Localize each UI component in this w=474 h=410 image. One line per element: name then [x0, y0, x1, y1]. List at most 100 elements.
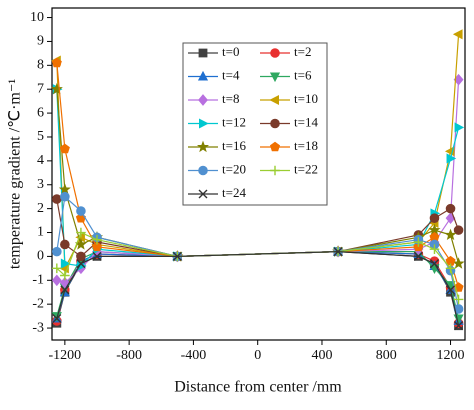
- marker: [76, 259, 86, 269]
- marker: [52, 246, 62, 257]
- legend-item: t=20: [188, 161, 246, 176]
- marker: [453, 304, 464, 314]
- marker: [452, 257, 465, 269]
- marker: [333, 247, 343, 257]
- legend-label: t=20: [222, 161, 246, 176]
- legend-item: t=10: [260, 91, 318, 106]
- marker: [270, 165, 280, 176]
- legend-item: t=24: [188, 185, 246, 200]
- marker: [198, 94, 208, 106]
- series-line: [56, 251, 460, 326]
- marker: [413, 237, 424, 247]
- marker: [76, 206, 86, 216]
- legend-label: t=6: [294, 67, 312, 82]
- marker: [454, 122, 465, 133]
- y-tick-label: -2: [32, 296, 44, 311]
- legend-item: t=12: [188, 114, 246, 129]
- marker: [196, 140, 210, 153]
- marker: [198, 165, 208, 176]
- legend-item: t=18: [260, 138, 318, 153]
- marker: [429, 213, 440, 223]
- x-tick-label: 800: [376, 348, 397, 363]
- series-line: [56, 251, 460, 319]
- series-line: [56, 251, 460, 326]
- marker: [92, 234, 102, 245]
- marker: [60, 285, 70, 295]
- y-tick-label: 9: [37, 34, 44, 49]
- x-tick-label: -800: [116, 348, 142, 363]
- marker: [429, 244, 440, 255]
- series-line: [56, 251, 460, 324]
- marker: [92, 251, 102, 261]
- marker: [91, 241, 103, 252]
- marker: [52, 263, 62, 274]
- x-tick-label: -400: [181, 348, 207, 363]
- marker: [51, 57, 62, 68]
- y-tick-label: 7: [37, 81, 44, 96]
- marker: [58, 183, 71, 195]
- marker: [445, 263, 456, 274]
- plot-frame: [51, 7, 466, 341]
- marker: [60, 239, 70, 250]
- y-tick-label: 0: [37, 249, 44, 264]
- legend-label: t=22: [294, 161, 318, 176]
- legend-item: t=0: [188, 44, 239, 59]
- marker: [446, 153, 457, 164]
- marker: [76, 251, 86, 262]
- y-tick-label: -3: [32, 320, 44, 335]
- marker: [197, 70, 209, 81]
- marker: [269, 94, 280, 106]
- y-tick-label: 4: [37, 153, 44, 168]
- marker: [269, 72, 281, 83]
- marker: [198, 118, 209, 129]
- marker: [52, 314, 62, 323]
- plot-area: [50, 29, 465, 331]
- legend-label: t=0: [222, 44, 239, 59]
- x-tick-label: 400: [311, 348, 332, 363]
- marker: [429, 259, 439, 269]
- marker: [453, 294, 464, 305]
- marker: [76, 227, 86, 238]
- legend-label: t=8: [222, 91, 239, 106]
- marker: [198, 189, 208, 199]
- x-tick-label: -1200: [49, 348, 82, 363]
- marker: [59, 143, 70, 154]
- marker: [445, 203, 456, 214]
- legend-label: t=4: [222, 67, 240, 82]
- legend-label: t=14: [294, 114, 318, 129]
- legend-item: t=14: [260, 114, 318, 129]
- legend-label: t=24: [222, 185, 246, 200]
- marker: [444, 228, 457, 241]
- x-axis-label: Distance from center /mm: [174, 379, 342, 396]
- legend-item: t=22: [260, 161, 318, 176]
- marker: [453, 225, 464, 235]
- marker: [50, 82, 63, 95]
- marker: [454, 321, 464, 331]
- marker: [51, 274, 62, 287]
- y-tick-label: 5: [37, 129, 44, 144]
- legend-item: t=4: [188, 67, 240, 82]
- legend-label: t=2: [294, 44, 311, 59]
- marker: [198, 48, 208, 58]
- x-tick-label: 1200: [437, 348, 465, 363]
- legend-label: t=10: [294, 91, 318, 106]
- y-tick-label: 8: [37, 58, 44, 73]
- legend-item: t=8: [188, 91, 239, 106]
- marker: [60, 270, 70, 281]
- y-tick-label: 1: [37, 225, 44, 240]
- legend-label: t=16: [222, 138, 246, 153]
- marker: [60, 191, 70, 202]
- series-line: [56, 251, 460, 322]
- marker: [446, 285, 456, 295]
- legend-label: t=18: [294, 138, 318, 153]
- y-tick-label: 6: [37, 105, 44, 120]
- marker: [60, 258, 71, 269]
- marker: [172, 251, 182, 261]
- marker: [270, 48, 280, 58]
- marker: [269, 141, 281, 152]
- y-tick-label: -1: [32, 273, 44, 288]
- y-tick-label: 2: [37, 201, 44, 216]
- y-tick-label: 3: [37, 177, 44, 192]
- marker: [452, 29, 463, 40]
